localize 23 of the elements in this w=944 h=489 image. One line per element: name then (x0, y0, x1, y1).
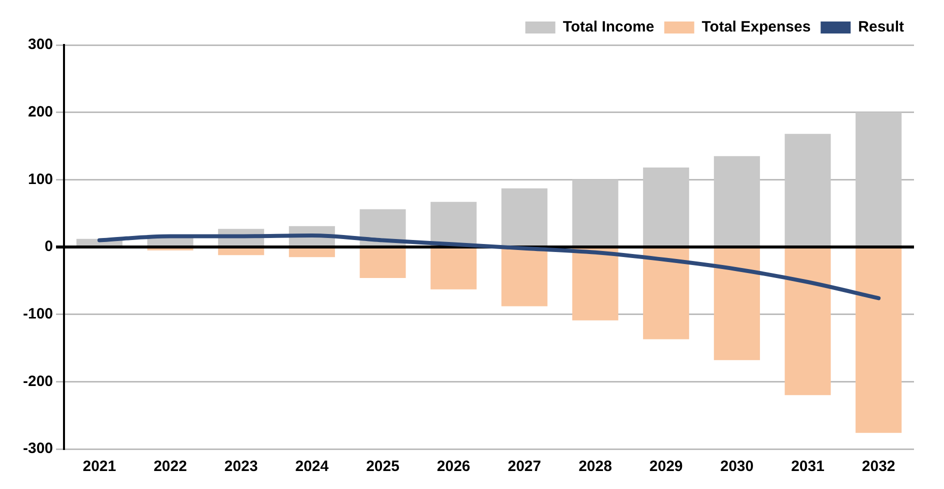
x-tick-label: 2026 (436, 458, 470, 476)
x-tick-label: 2027 (508, 458, 542, 476)
x-tick-label: 2021 (82, 458, 116, 476)
legend-label: Result (858, 18, 904, 36)
legend-label: Total Expenses (702, 18, 811, 36)
x-tick-label: 2029 (649, 458, 683, 476)
x-tick-label: 2022 (154, 458, 187, 476)
x-tick-label: 2023 (224, 458, 258, 476)
x-tick-label: 2032 (862, 458, 896, 476)
x-tick-label: 2030 (720, 458, 754, 476)
x-tick-label: 2028 (578, 458, 612, 476)
x-tick-label: 2025 (366, 458, 400, 476)
y-tick-label: -200 (22, 372, 54, 390)
y-tick-label: 0 (44, 238, 54, 256)
y-tick-label: 100 (28, 170, 54, 188)
y-tick-label: 300 (28, 36, 54, 54)
line-series (97, 234, 881, 300)
x-tick-label: 2031 (791, 458, 824, 476)
y-tick-label: 200 (28, 103, 54, 120)
y-tick-label: -300 (22, 440, 54, 458)
y-tick-label: -100 (22, 305, 54, 322)
x-tick-label: 2024 (295, 458, 330, 476)
legend-label: Total Income (562, 18, 654, 36)
